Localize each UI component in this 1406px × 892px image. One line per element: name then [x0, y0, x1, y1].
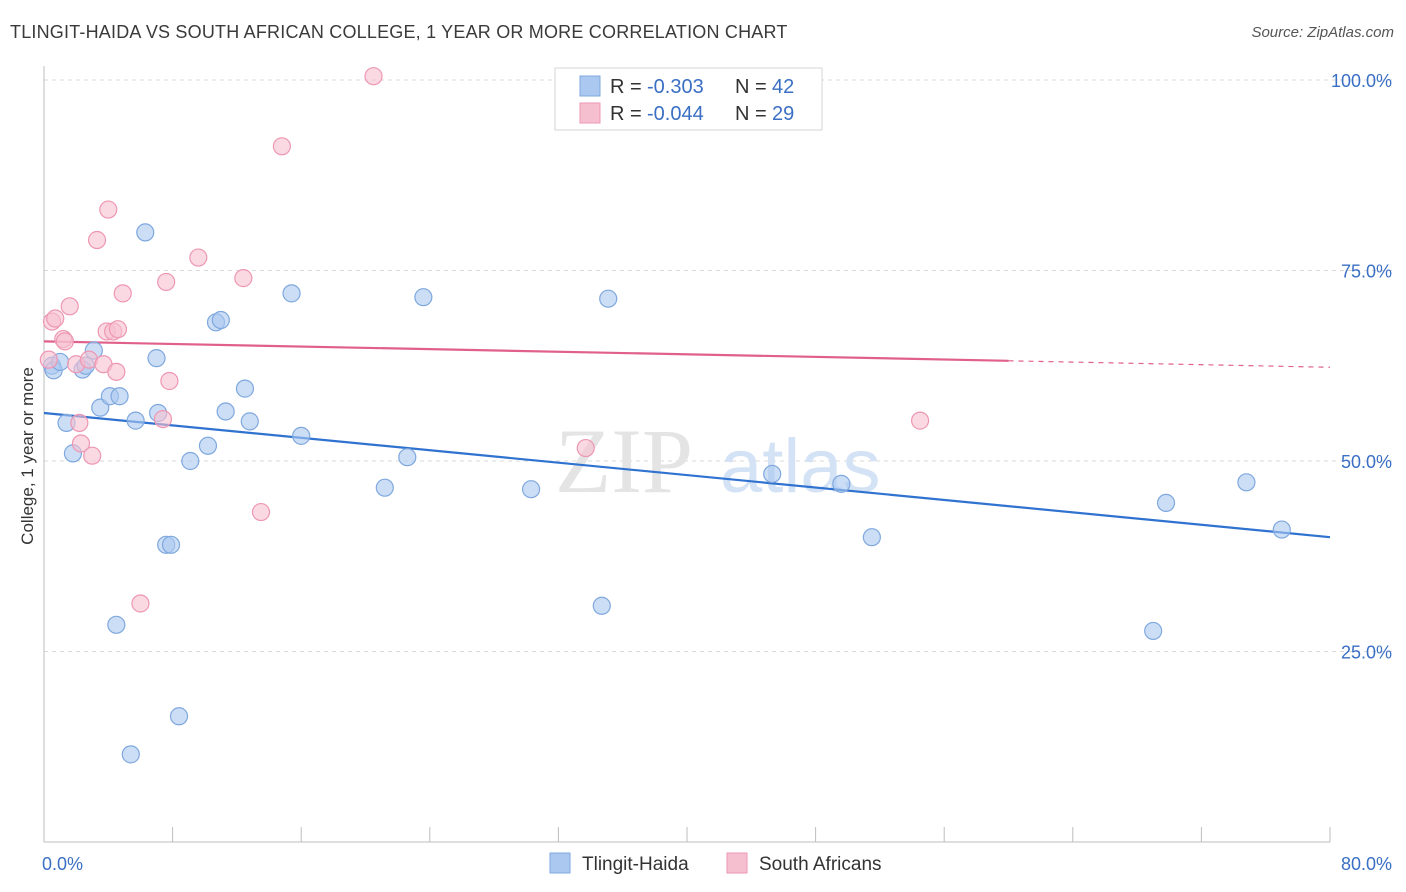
legend-swatch-blue: [579, 75, 601, 97]
y-tick-label-25: 25.0%: [1341, 643, 1392, 663]
tlingit-haida-point-41: [1272, 520, 1291, 539]
legend-n-label-2: N =: [735, 103, 767, 125]
legend-n-value-1: 42: [772, 76, 794, 98]
chart-title: TLINGIT-HAIDA VS SOUTH AFRICAN COLLEGE, …: [10, 22, 788, 42]
south-africans-point-29: [910, 411, 930, 430]
tlingit-haida-point-12: [121, 745, 140, 764]
south-africans-point-26: [272, 137, 292, 156]
trend-lines: [43, 340, 1331, 539]
y-tick-label-100: 100.0%: [1331, 71, 1392, 91]
south-africans-point-2: [46, 309, 65, 328]
tlingit-haida-point-21: [198, 436, 218, 455]
tlingit-haida-point-27: [282, 284, 301, 303]
bottom-legend: Tlingit-Haida South Africans: [549, 852, 882, 875]
tlingit-haida-point-18: [161, 535, 181, 554]
trend-line-ext-1: [1008, 360, 1331, 368]
y-axis-title: College, 1 year or more: [18, 367, 37, 545]
y-tick-label-75: 75.0%: [1341, 262, 1392, 282]
south-africans-point-28: [576, 438, 595, 458]
south-africans-point-25: [251, 502, 271, 522]
x-tick-labels: 0.0% 80.0%: [42, 854, 1392, 874]
bottom-legend-swatch-tlingit-haida: [549, 852, 571, 874]
south-africans-point-16: [107, 362, 126, 381]
south-africans-point-27: [364, 67, 383, 86]
south-africans-point-10: [83, 446, 102, 465]
watermark: ZIP atlas: [555, 410, 881, 512]
tlingit-haida-point-32: [521, 480, 541, 499]
tlingit-haida-point-23: [211, 310, 230, 330]
bottom-legend-label-south-africans: South Africans: [759, 854, 882, 875]
tlingit-haida-point-19: [169, 707, 189, 726]
south-africans-point-11: [87, 230, 107, 250]
tlingit-haida-point-29: [375, 478, 394, 497]
tlingit-haida-point-36: [832, 474, 851, 493]
gridlines: [44, 79, 1392, 652]
legend-r-value-1: -0.303: [647, 76, 704, 98]
tlingit-haida-point-20: [181, 451, 200, 471]
tlingit-haida-point-31: [414, 288, 433, 307]
legend-r-value-2: -0.044: [647, 103, 704, 125]
tlingit-haida-point-24: [216, 402, 235, 421]
south-africans-point-8: [71, 434, 91, 453]
south-africans-point-4: [55, 332, 74, 351]
tlingit-haida-point-13: [126, 411, 145, 430]
south-africans-point-18: [113, 284, 132, 303]
legend-n-value-2: 29: [772, 103, 794, 125]
watermark-atlas: atlas: [720, 424, 881, 509]
south-africans-point-17: [108, 320, 128, 339]
tlingit-haida-point-26: [240, 412, 259, 431]
south-africans-point-23: [189, 248, 208, 267]
south-africans-point-19: [131, 594, 150, 613]
tlingit-haida-point-10: [110, 387, 129, 406]
legend-swatch-pink: [579, 102, 601, 124]
data-points: [39, 67, 1291, 764]
tlingit-haida-point-30: [398, 448, 417, 467]
tlingit-haida-point-33: [592, 596, 611, 615]
south-africans-point-24: [234, 269, 253, 288]
south-africans-point-22: [160, 371, 179, 391]
x-tick-label-min: 0.0%: [42, 854, 83, 874]
tlingit-haida-point-35: [763, 464, 782, 484]
tlingit-haida-point-40: [1237, 473, 1256, 492]
south-africans-point-21: [157, 272, 176, 292]
tlingit-haida-point-39: [1156, 493, 1176, 513]
bottom-legend-swatch-south-africans: [726, 852, 748, 874]
legend-r-label-2: R =: [610, 103, 642, 125]
legend-r-label-1: R =: [610, 76, 642, 98]
bottom-legend-label-tlingit-haida: Tlingit-Haida: [582, 854, 689, 875]
tlingit-haida-point-34: [599, 289, 618, 308]
source-credit: Source: ZipAtlas.com: [1251, 24, 1394, 41]
y-tick-label-50: 50.0%: [1341, 452, 1392, 472]
tlingit-haida-point-37: [862, 528, 881, 547]
legend-n-label-1: N =: [735, 76, 767, 98]
south-africans-point-5: [60, 297, 79, 316]
tlingit-haida-point-11: [107, 615, 126, 634]
axes: [43, 66, 1331, 843]
south-africans-point-14: [99, 200, 118, 219]
y-tick-labels: 25.0% 50.0% 75.0% 100.0%: [1331, 71, 1392, 663]
tlingit-haida-point-28: [292, 426, 311, 445]
legend-box: R = -0.303 N = 42 R = -0.044 N = 29: [554, 67, 823, 131]
tlingit-haida-point-14: [136, 223, 155, 242]
trend-line-1: [43, 340, 1009, 362]
tlingit-haida-point-15: [147, 349, 166, 368]
south-africans-point-7: [70, 413, 89, 432]
trend-line-0: [43, 411, 1331, 539]
south-africans-point-20: [153, 409, 173, 429]
tlingit-haida-point-25: [235, 379, 255, 398]
south-africans-point-0: [39, 350, 58, 369]
tlingit-haida-point-38: [1144, 621, 1163, 641]
x-tick-label-max: 80.0%: [1341, 854, 1392, 874]
watermark-zip: ZIP: [555, 410, 693, 512]
